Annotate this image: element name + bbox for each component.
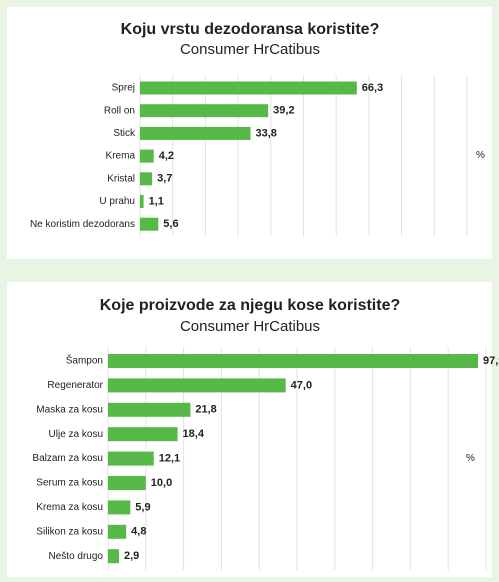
chart-title: Koje proizvode za njegu kose koristite? [100, 297, 401, 314]
value-label: 66,3 [362, 82, 383, 94]
category-label: Balzam za kosu [32, 453, 103, 464]
bar [140, 104, 269, 118]
value-label: 5,9 [135, 501, 150, 513]
category-label: Regenerator [47, 380, 103, 391]
bar [140, 81, 357, 95]
chart-subtitle: Consumer HrCatibus [180, 41, 320, 58]
bar [108, 402, 191, 417]
category-label: Ulje za kosu [49, 429, 103, 440]
value-label: 3,7 [157, 173, 172, 185]
category-label: Krema za kosu [36, 502, 103, 513]
bar [108, 549, 119, 564]
value-label: 21,8 [195, 404, 216, 416]
category-label: U prahu [99, 196, 135, 207]
value-label: 5,6 [163, 218, 178, 230]
category-label: Maska za kosu [36, 404, 103, 415]
bar [108, 451, 154, 466]
bar [108, 476, 146, 490]
value-label: 1,1 [149, 195, 164, 207]
bar [108, 378, 286, 393]
value-label: 97,9 [483, 355, 499, 367]
value-label: 18,4 [183, 428, 205, 440]
value-label: 4,2 [159, 150, 174, 162]
unit-label: % [466, 453, 475, 464]
value-label: 33,8 [256, 127, 277, 139]
category-label: Kristal [107, 173, 135, 184]
value-label: 47,0 [291, 379, 312, 391]
bar [140, 126, 251, 140]
chart-subtitle: Consumer HrCatibus [180, 318, 320, 335]
category-label: Šampon [66, 354, 103, 367]
value-label: 39,2 [273, 105, 294, 117]
category-label: Stick [113, 128, 136, 139]
bar [140, 195, 144, 208]
category-label: Serum za kosu [36, 478, 103, 489]
bar [140, 149, 154, 163]
category-label: Nešto drugo [49, 551, 104, 562]
bar [140, 217, 159, 231]
value-label: 10,0 [151, 477, 172, 489]
bar [108, 354, 479, 368]
category-label: Silikon za kosu [36, 526, 103, 537]
bar [108, 500, 131, 515]
bar [108, 427, 178, 442]
bar [140, 172, 153, 186]
chart-title: Koju vrstu dezodoransa koristite? [121, 21, 380, 38]
category-label: Sprej [112, 83, 135, 94]
category-label: Roll on [104, 105, 135, 116]
category-label: Krema [106, 151, 136, 162]
unit-label: % [476, 150, 485, 161]
category-label: Ne koristim dezodorans [30, 219, 135, 230]
bar [108, 524, 127, 539]
value-label: 4,8 [131, 526, 146, 538]
value-label: 12,1 [159, 453, 180, 465]
value-label: 2,9 [124, 550, 139, 562]
panel [7, 282, 492, 577]
